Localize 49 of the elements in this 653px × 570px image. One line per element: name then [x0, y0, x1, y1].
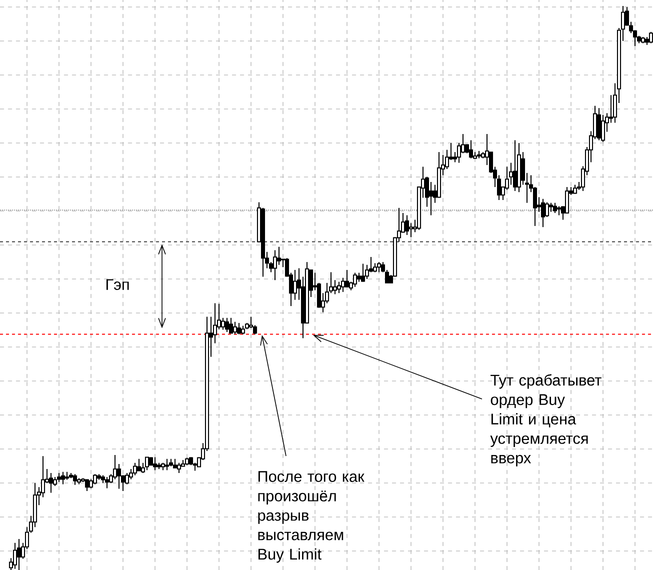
- candlestick: [276, 246, 282, 266]
- annotation: Гэп: [106, 279, 129, 290]
- candlestick: [356, 272, 362, 282]
- candlestick: [352, 272, 358, 288]
- annotation: Тут срабатывет ордер Buy Limit и цена устремляется вверх: [490, 374, 602, 466]
- candlestick: [272, 250, 278, 281]
- candlestick: [336, 281, 342, 294]
- candlestick: [164, 458, 170, 471]
- candlestick: [84, 478, 90, 492]
- candlestick: [428, 181, 434, 216]
- candlestick: [548, 202, 554, 212]
- candlestick: [60, 471, 66, 485]
- candlestick: [12, 542, 18, 570]
- candlestick: [232, 321, 238, 335]
- candlestick: [144, 456, 150, 471]
- candlestick: [104, 476, 110, 489]
- candlestick: [540, 198, 546, 228]
- candlestick: [56, 472, 62, 483]
- candlestick: [360, 263, 366, 282]
- candlestick: [16, 538, 22, 570]
- candlestick: [132, 462, 138, 476]
- candlestick: [136, 458, 142, 472]
- candlestick: [340, 277, 346, 292]
- candlestick: [152, 456, 158, 471]
- candlestick: [116, 463, 122, 490]
- candlestick: [556, 206, 562, 216]
- candlestick: [404, 214, 410, 236]
- candlestick: [596, 108, 602, 141]
- candlestick: [512, 140, 518, 192]
- candlestick: [224, 317, 230, 332]
- candlestick: [172, 458, 178, 468]
- candlestick: [552, 202, 558, 214]
- candlestick: [648, 31, 653, 44]
- candlestick: [344, 269, 350, 288]
- candlestick: [176, 462, 182, 474]
- candlestick: [236, 322, 242, 335]
- candlestick: [220, 317, 226, 330]
- candlestick: [72, 474, 78, 486]
- candlestick: [92, 474, 98, 485]
- candlestick: [48, 472, 54, 494]
- candlestick: [376, 262, 382, 273]
- candlestick: [408, 222, 414, 238]
- candlestick: [572, 184, 578, 194]
- candlestick: [468, 140, 474, 159]
- candlestick: [292, 269, 298, 300]
- candlestick: [228, 317, 234, 334]
- candlestick: [544, 202, 550, 218]
- candlestick: [332, 280, 338, 295]
- annotation: После того как произошёл разрыв выставляем Buy Limit: [258, 471, 364, 563]
